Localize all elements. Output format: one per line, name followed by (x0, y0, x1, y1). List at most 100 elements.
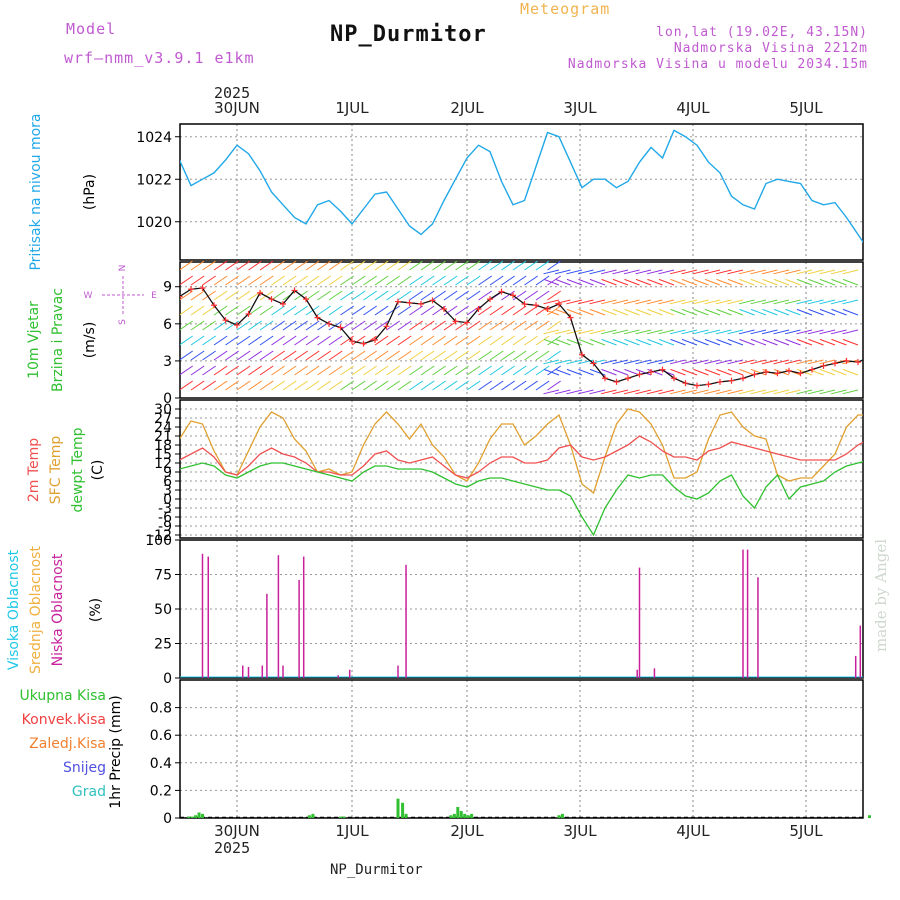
wind-arrow (190, 335, 205, 346)
wind-arrow (420, 275, 435, 286)
wind-arrow (761, 269, 778, 275)
wind-arrow (635, 299, 652, 305)
wind-arrow (386, 320, 400, 331)
precip-bar (404, 813, 408, 818)
wind-arrow (646, 269, 663, 275)
wind-arrow (547, 365, 561, 376)
wind-gust-mark (694, 382, 700, 389)
dewpt-line (180, 461, 863, 537)
wind-arrow (543, 299, 560, 305)
wind-arrow (524, 335, 538, 346)
wind-arrow (420, 260, 435, 271)
wind-arrow (397, 275, 412, 286)
wind-arrow (555, 368, 571, 376)
wind-gust-mark (510, 292, 516, 299)
wind-arrow (624, 308, 640, 316)
wind-arrow (180, 320, 193, 331)
wind-arrow (831, 368, 847, 376)
wind-arrow (750, 269, 767, 275)
wind-arrow (612, 299, 629, 305)
wind-arrow (715, 389, 732, 395)
wind-arrow (524, 290, 538, 301)
wind-arrow (443, 275, 458, 286)
wind-arrow (750, 329, 767, 335)
clouds-tick-label: 50 (154, 602, 172, 618)
wind-arrow (704, 329, 721, 335)
wind-arrow (455, 335, 469, 346)
wind-gust-mark (705, 381, 712, 388)
temperature-tick-label: 12 (154, 456, 172, 472)
wind-gust-mark (740, 375, 746, 382)
wind-arrow (455, 305, 469, 316)
wind-arrow (455, 275, 469, 286)
wind-arrow (535, 350, 550, 361)
wind-arrow (213, 260, 228, 271)
wind-arrow (842, 278, 859, 286)
wind-arrow (624, 278, 640, 286)
wind-arrow (727, 299, 744, 305)
wind-arrow (282, 260, 297, 271)
compass-s-label: S (118, 319, 128, 325)
precip-tick-label: 0.4 (150, 756, 172, 772)
wind-gust-mark (268, 296, 275, 303)
wind-arrow (374, 275, 389, 286)
wind-arrow (578, 308, 594, 316)
wind-arrow (831, 338, 847, 346)
compass-rose (102, 276, 144, 314)
wind-arrow (282, 350, 297, 361)
wind-arrow (202, 260, 216, 271)
wind-arrow (363, 305, 377, 316)
precip-axis-label: 1hr Precip (mm) (108, 695, 124, 808)
temperature-tick-label: 27 (154, 411, 172, 427)
wind-arrow (750, 299, 767, 305)
wind-gust-mark (234, 322, 240, 329)
wind-arrow (351, 320, 366, 331)
precip-panel: 0 0.2 0.4 0.6 0.8 Ukupna Kisa Konvek.Kisa Zaled… (19, 679, 871, 827)
wind-gust-mark (291, 287, 298, 294)
precip-tick-label: 0 (163, 811, 172, 827)
wind-arrow (363, 260, 377, 271)
wind-arrow (317, 335, 331, 346)
wind-arrow (808, 278, 824, 286)
wind-arrow (213, 350, 228, 361)
wind-arrow (819, 338, 836, 346)
wind-arrow (374, 365, 389, 376)
wind-gust-mark (406, 299, 413, 306)
temperature-tick-label: -9 (158, 519, 172, 535)
panel-frame (179, 123, 864, 261)
wind-arrow (386, 305, 400, 316)
wind-arrow (294, 350, 308, 361)
wind-tick-label: 3 (163, 354, 172, 370)
wind-arrow (512, 320, 527, 331)
wind-gust-mark (533, 302, 539, 309)
wind-arrow (478, 305, 492, 316)
wind-arrow (704, 299, 721, 305)
wind-arrow (351, 305, 366, 316)
wind-arrow (715, 299, 732, 305)
wind-arrow (669, 329, 686, 335)
wind-arrow (489, 305, 504, 316)
wind-arrow (762, 278, 778, 286)
wind-arrow (692, 269, 709, 275)
wind-arrow (282, 305, 297, 316)
wind-arrow (635, 278, 652, 286)
wind-arrow (180, 305, 193, 316)
precip-bar (449, 815, 453, 818)
wind-arrow (340, 335, 354, 346)
model-label: Model (66, 20, 117, 38)
wind-arrow (704, 368, 721, 376)
wind-gust-mark (797, 370, 804, 377)
wind-arrow (566, 329, 583, 335)
wind-gust-mark (452, 318, 459, 325)
wind-arrow (501, 335, 515, 346)
top-date-label: 5JUL (789, 99, 823, 117)
wind-arrow (635, 329, 652, 335)
wind-arrow (190, 350, 205, 361)
wind-arrow (623, 269, 640, 275)
wind-arrow (409, 320, 423, 331)
wind-gust-mark (602, 375, 608, 382)
wind-arrow (635, 368, 652, 376)
wind-arrow (432, 350, 446, 361)
wind-arrow (259, 275, 274, 286)
wind-arrow (623, 359, 640, 365)
